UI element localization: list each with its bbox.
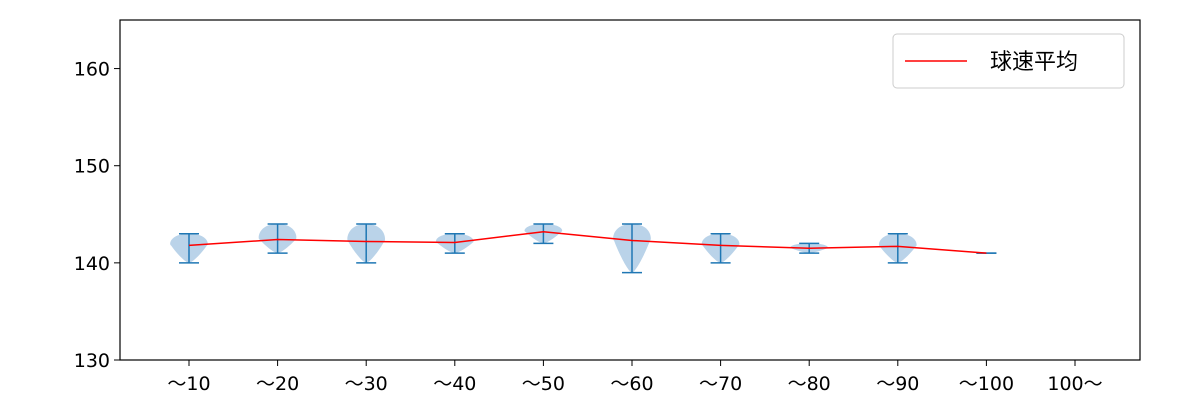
x-tick-label: ～30 [345, 373, 388, 395]
series-line-mean-speed [188, 231, 987, 254]
legend-label: 球速平均 [990, 50, 1078, 75]
x-tick-label: ～40 [433, 373, 476, 395]
y-tick-label: 130 [74, 350, 110, 372]
x-tick-label: ～70 [699, 373, 742, 395]
plot-area [170, 223, 997, 274]
x-tick-label: ～60 [610, 373, 653, 395]
x-tick-label: ～80 [788, 373, 831, 395]
y-tick-label: 140 [74, 253, 110, 275]
x-tick-label: ～20 [256, 373, 299, 395]
legend: 球速平均 [892, 33, 1125, 89]
axes-frame [119, 19, 1141, 361]
y-tick-label: 160 [74, 59, 110, 81]
y-tick-label: 150 [74, 156, 110, 178]
x-axis: ～10 ～20 ～30 ～40 ～50 ～60 ～70 ～80 ～90 ～100 100～ [167, 360, 1103, 395]
x-tick-label: ～100 [959, 373, 1014, 395]
x-tick-label: ～10 [167, 373, 210, 395]
y-axis: 130 140 150 160 [74, 59, 120, 372]
x-tick-label: ～50 [522, 373, 565, 395]
legend-box [892, 33, 1125, 89]
x-tick-label: 100～ [1047, 373, 1102, 395]
x-tick-label: ～90 [876, 373, 919, 395]
